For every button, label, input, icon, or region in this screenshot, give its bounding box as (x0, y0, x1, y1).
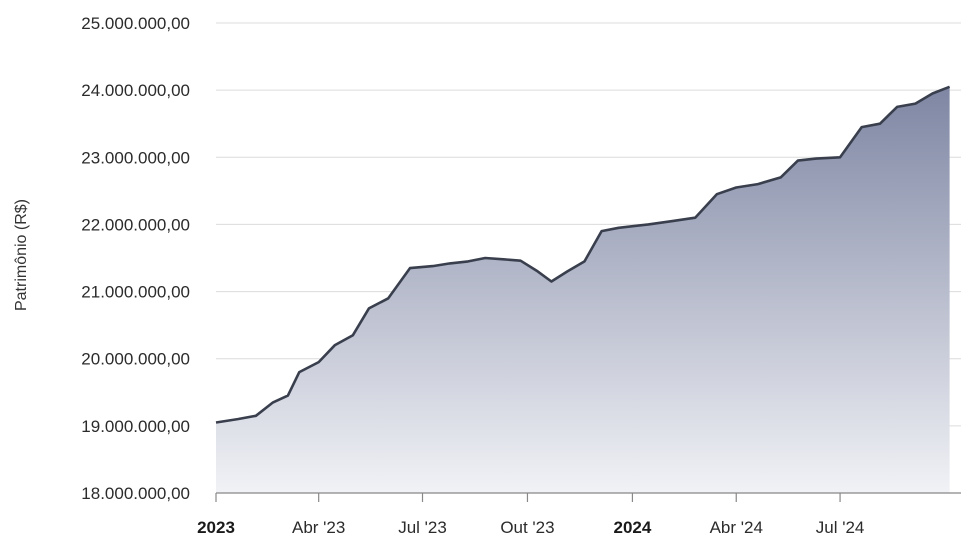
x-tick-label: Abr '24 (710, 518, 763, 537)
y-tick-label: 22.000.000,00 (81, 215, 190, 234)
y-tick-label: 25.000.000,00 (81, 14, 190, 33)
y-axis-title: Patrimônio (R$) (13, 199, 30, 311)
x-tick-labels: 2023 Abr '23 Jul '23 Out '23 2024 Abr '24 Jul … (197, 518, 864, 537)
area-layer (215, 85, 951, 494)
y-tick-label: 18.000.000,00 (81, 484, 190, 503)
x-tick-label: Abr '23 (292, 518, 345, 537)
x-tick-label: 2024 (614, 518, 652, 537)
y-tick-label: 20.000.000,00 (81, 350, 190, 369)
series-line (215, 85, 951, 424)
axis-layer (215, 492, 961, 502)
y-tick-labels: 18.000.000,00 19.000.000,00 20.000.000,00 2… (81, 14, 190, 503)
y-tick-label: 21.000.000,00 (81, 283, 190, 302)
x-tick-label: Out '23 (500, 518, 554, 537)
y-tick-label: 24.000.000,00 (81, 81, 190, 100)
y-tick-label: 23.000.000,00 (81, 148, 190, 167)
area-fill (216, 86, 950, 494)
x-tick-label: Jul '24 (816, 518, 865, 537)
x-tick-label: Jul '23 (398, 518, 447, 537)
x-tick-label: 2023 (197, 518, 235, 537)
y-tick-label: 19.000.000,00 (81, 417, 190, 436)
